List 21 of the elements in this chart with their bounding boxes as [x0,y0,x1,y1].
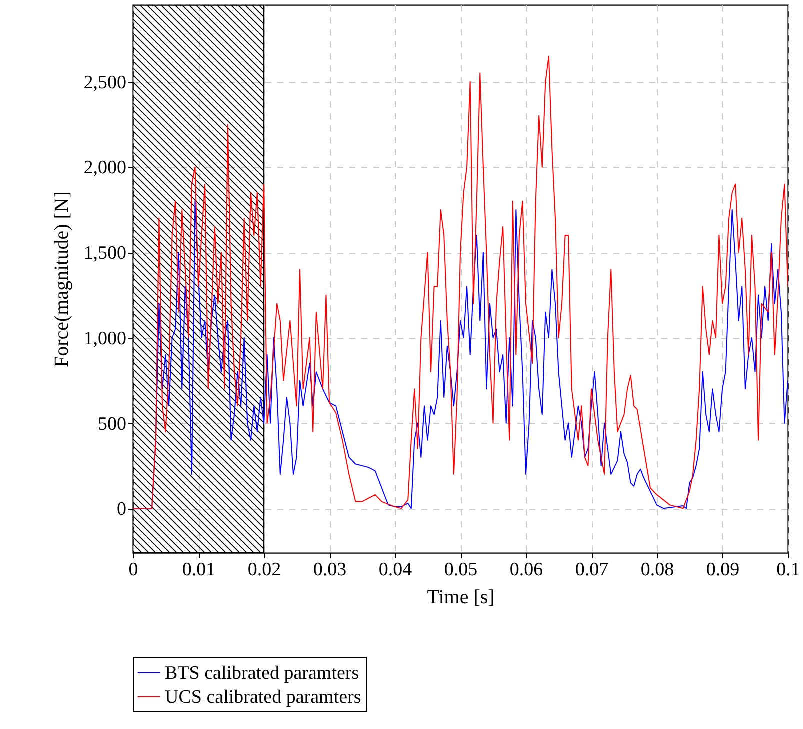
x-tick-label: 0.03 [313,560,347,580]
y-tick-label: 1,500 [84,243,126,264]
x-tick-label: 0.01 [182,560,216,580]
y-tick-label: 1,000 [84,328,126,350]
x-tick-label: 0.02 [248,560,282,580]
y-axis-title: Force(magnitude) [N] [50,191,73,368]
legend-label: UCS calibrated paramters [165,687,362,708]
x-axis-title: Time [s] [427,586,495,608]
y-tick-label: 2,500 [84,72,126,94]
x-tick-label: 0.06 [510,560,544,580]
y-tick-label: 0 [117,499,126,520]
legend-label: BTS calibrated paramters [165,663,360,684]
y-tick-label: 500 [98,414,126,435]
x-tick-label: 0.04 [378,560,413,580]
x-tick-label: 0.09 [706,560,740,580]
x-tick-label: 0.1 [776,560,800,580]
x-tick-label: 0.07 [575,560,609,580]
y-tick-label: 2,000 [84,158,126,179]
line-series [133,56,788,510]
x-tick-label: 0.05 [444,560,478,580]
x-tick-label: 0.08 [640,560,674,580]
